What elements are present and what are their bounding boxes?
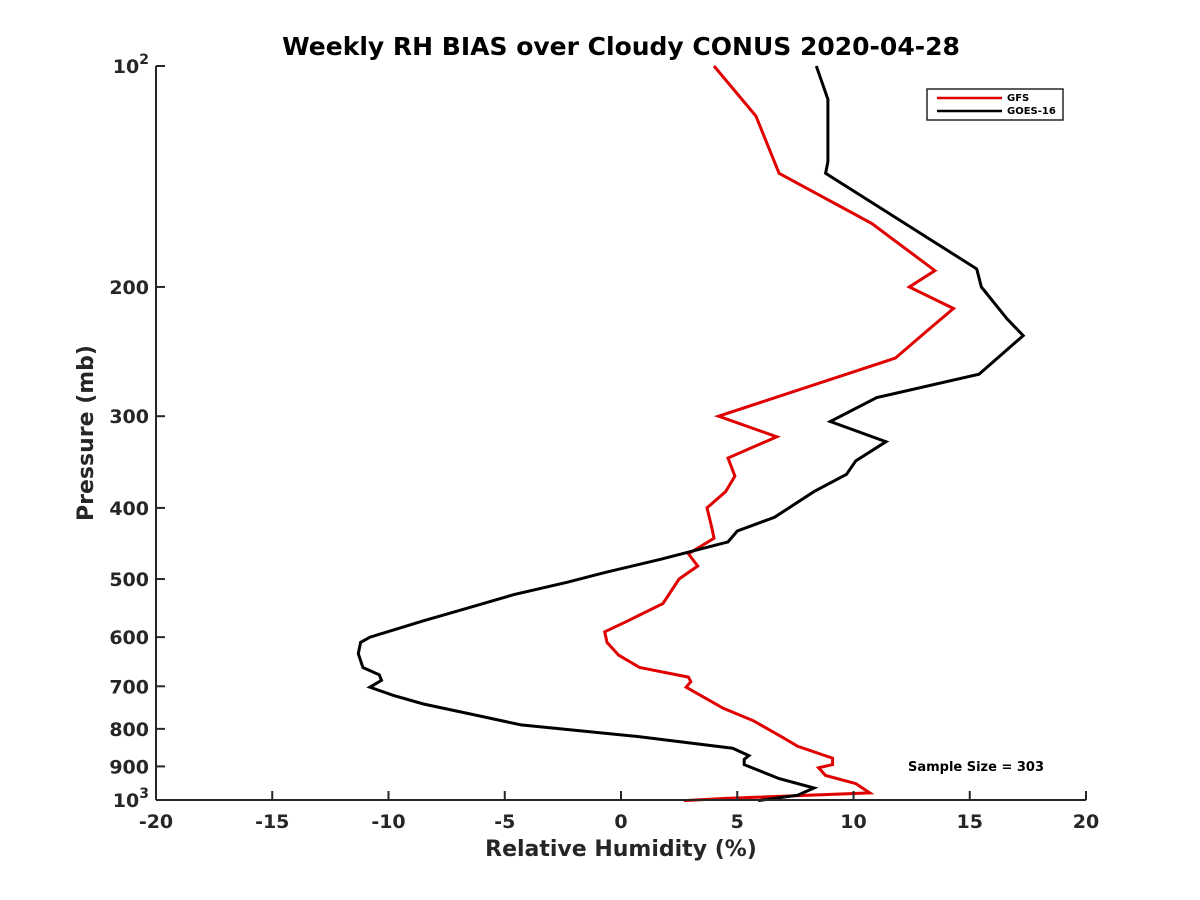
legend-label-gfs: GFS — [1007, 93, 1029, 104]
legend: GFS GOES-16 — [926, 88, 1064, 121]
y-tick-label: 103 — [113, 786, 149, 812]
y-tick-label: 300 — [109, 406, 149, 428]
x-ticks: -20 -15 -10 -5 0 5 10 15 20 — [139, 791, 1099, 833]
x-tick-label: 20 — [1073, 811, 1099, 833]
x-tick-label: 5 — [731, 811, 744, 833]
y-tick-label: 600 — [109, 627, 149, 649]
legend-label-goes16: GOES-16 — [1007, 106, 1056, 117]
series-line-goes16 — [356, 65, 1026, 803]
chart-title: Weekly RH BIAS over Cloudy CONUS 2020-04… — [282, 32, 960, 61]
x-tick-label: -15 — [255, 811, 289, 833]
y-tick-label: 700 — [109, 676, 149, 698]
x-axis-label: Relative Humidity (%) — [485, 837, 757, 862]
x-tick-label: 0 — [614, 811, 627, 833]
plot-area — [156, 66, 1086, 800]
x-tick-label: 15 — [957, 811, 983, 833]
series-line-gfs — [602, 65, 957, 803]
x-tick-label: -10 — [371, 811, 405, 833]
y-tick-label: 800 — [109, 719, 149, 741]
y-tick-label: 102 — [113, 52, 149, 78]
x-tick-label: -5 — [494, 811, 515, 833]
y-tick-label: 500 — [109, 569, 149, 591]
y-tick-label: 900 — [109, 756, 149, 778]
legend-box — [926, 88, 1064, 121]
x-tick-label: 10 — [840, 811, 866, 833]
x-tick-label: -20 — [139, 811, 173, 833]
y-ticks: 102 200 300 400 500 600 700 800 900 103 — [109, 52, 165, 812]
y-tick-label: 200 — [109, 277, 149, 299]
y-tick-label: 400 — [109, 498, 149, 520]
series-layer — [356, 65, 1026, 803]
sample-size-annotation: Sample Size = 303 — [908, 760, 1044, 775]
y-axis-label: Pressure (mb) — [74, 345, 99, 521]
